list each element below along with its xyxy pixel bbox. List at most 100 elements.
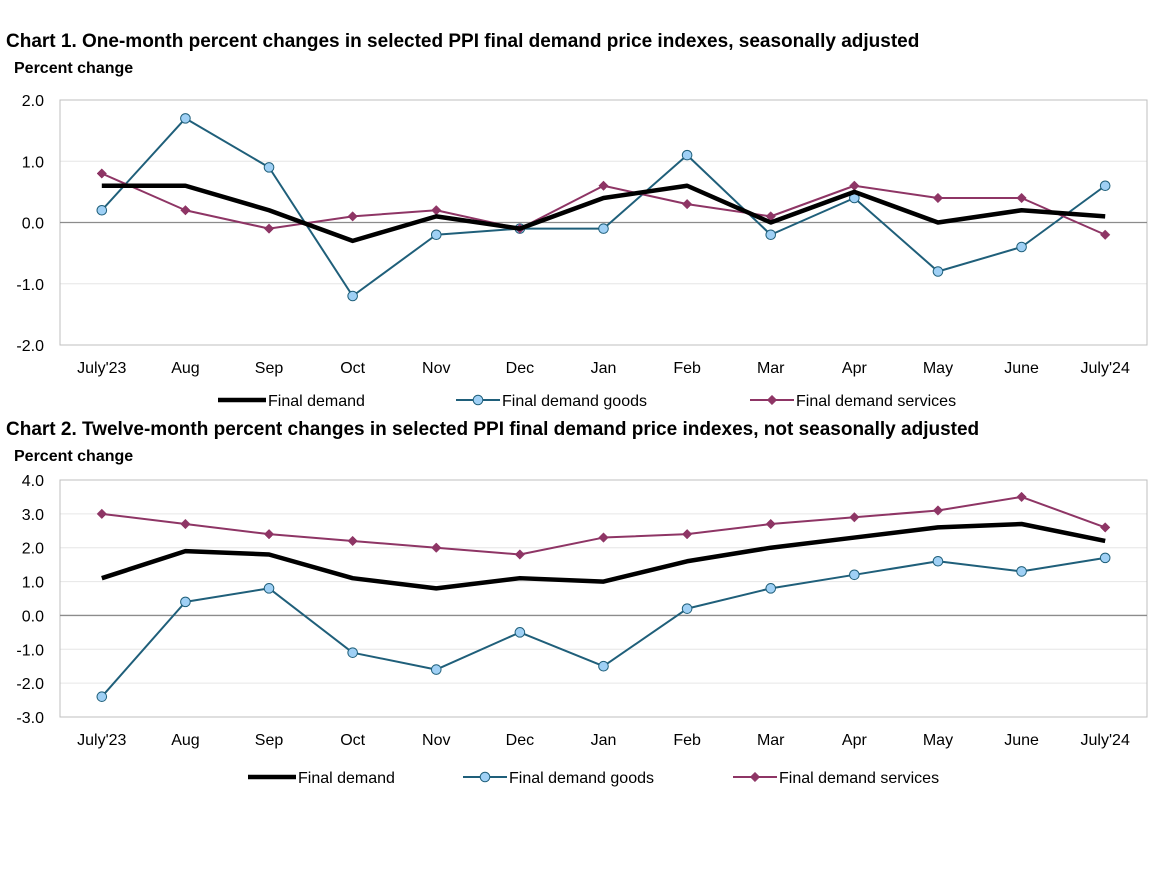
chart2-legend-label-goods: Final demand goods xyxy=(509,770,654,787)
chart2-y-tick-label: -1.0 xyxy=(16,642,44,659)
chart2-x-tick-label: Mar xyxy=(757,732,785,749)
chart1-point-services xyxy=(849,180,860,191)
chart1-x-tick-label: Aug xyxy=(171,360,199,377)
chart2-point-goods xyxy=(263,583,275,594)
chart2-point-goods xyxy=(932,555,944,567)
chart1-x-tick-label: June xyxy=(1004,360,1039,377)
chart1-point-services xyxy=(1016,192,1027,204)
chart2-point-services xyxy=(681,529,693,540)
chart2-y-axis-title: Percent change xyxy=(14,448,134,465)
chart2-y-tick-label: 4.0 xyxy=(22,473,44,490)
chart2-x-tick-label: Oct xyxy=(340,732,365,749)
chart1-x-tick-label: Nov xyxy=(422,360,450,377)
chart1-y-tick-label: 1.0 xyxy=(22,154,44,171)
chart1-point-goods xyxy=(1099,180,1111,192)
chart2-point-goods xyxy=(180,596,191,608)
chart1-point-goods xyxy=(263,162,275,173)
chart2-point-goods xyxy=(849,569,860,581)
chart1-point-goods xyxy=(1016,241,1027,253)
chart1-legend-label-final-demand: Final demand xyxy=(268,393,365,410)
chart1-y-tick-label: 2.0 xyxy=(22,93,44,110)
chart1-legend-label-goods: Final demand goods xyxy=(502,393,647,410)
chart2-point-goods xyxy=(598,660,609,672)
chart2-legend-label-final-demand: Final demand xyxy=(298,770,395,787)
chart2-point-goods xyxy=(1016,566,1027,577)
chart2-legend-label-services: Final demand services xyxy=(779,770,939,787)
chart1-point-services xyxy=(681,198,693,210)
chart1-series-line-final-demand xyxy=(101,183,1106,244)
chart1-point-goods xyxy=(932,266,944,277)
chart2-point-goods xyxy=(430,664,442,675)
chart2-series-line-final-demand xyxy=(101,521,1106,591)
chart2-point-services xyxy=(598,532,609,543)
chart2-x-tick-label: Dec xyxy=(506,732,534,749)
chart2-y-tick-label: 1.0 xyxy=(22,575,44,592)
chart1-x-tick-label: May xyxy=(923,360,953,377)
chart1-point-services xyxy=(347,211,358,222)
chart2-point-services xyxy=(263,529,275,540)
chart1-x-tick-label: Mar xyxy=(757,360,785,377)
chart2-point-goods xyxy=(681,603,693,614)
chart1-point-services xyxy=(263,223,275,234)
chart2-point-services xyxy=(765,518,776,530)
chart1-x-tick-label: Sep xyxy=(255,360,284,377)
chart2-point-services xyxy=(96,508,107,520)
chart2-y-tick-label: -3.0 xyxy=(16,710,44,727)
chart1-y-tick-label: 0.0 xyxy=(22,216,44,233)
chart1-point-services xyxy=(96,168,107,179)
chart2-x-tick-label: Feb xyxy=(673,732,701,749)
chart1-point-goods xyxy=(180,113,191,124)
chart1-x-tick-label: Oct xyxy=(340,360,365,377)
chart1-point-services xyxy=(598,180,609,191)
chart2-point-services xyxy=(431,542,442,553)
chart1-point-services xyxy=(1100,229,1111,240)
chart2-y-tick-label: 0.0 xyxy=(22,608,44,625)
chart1-y-axis-title: Percent change xyxy=(14,60,134,77)
chart2-x-tick-label: Nov xyxy=(422,732,450,749)
chart2-y-tick-label: 2.0 xyxy=(22,541,44,558)
chart2-legend-marker-goods xyxy=(479,771,491,783)
chart1-x-tick-label: Feb xyxy=(673,360,701,377)
chart2-point-goods xyxy=(514,627,526,638)
chart2-y-tick-label: 3.0 xyxy=(22,507,44,524)
chart2-title: Chart 2. Twelve-month percent changes in… xyxy=(6,419,980,440)
chart1-point-services xyxy=(932,192,944,204)
chart2-point-goods xyxy=(765,583,777,594)
chart2-x-tick-label: July'23 xyxy=(77,732,126,749)
chart2-point-services xyxy=(932,505,944,516)
chart1-title: Chart 1. One-month percent changes in se… xyxy=(6,31,920,52)
chart1-legend-marker-services xyxy=(766,394,778,406)
chart2-x-tick-label: Aug xyxy=(171,732,199,749)
chart2-x-tick-label: July'24 xyxy=(1081,732,1130,749)
chart1-point-services xyxy=(180,205,191,216)
chart2-point-services xyxy=(1016,491,1027,503)
chart2-x-tick-label: Sep xyxy=(255,732,284,749)
chart2-x-tick-label: June xyxy=(1004,732,1039,749)
chart1-legend-label-services: Final demand services xyxy=(796,393,956,410)
chart2-point-services xyxy=(514,549,526,560)
chart1-point-goods xyxy=(681,149,693,161)
chart1-y-tick-label: -1.0 xyxy=(16,277,44,294)
chart2-x-tick-label: May xyxy=(923,732,953,749)
chart1-x-tick-label: Dec xyxy=(506,360,534,377)
chart2-series-line-goods xyxy=(101,556,1106,698)
chart1-point-goods xyxy=(347,290,358,302)
chart2-point-goods xyxy=(1099,552,1111,564)
chart1-x-tick-label: July'24 xyxy=(1081,360,1130,377)
chart2-legend-marker-services xyxy=(749,771,761,783)
chart2-point-services xyxy=(180,518,191,530)
chart2-point-goods xyxy=(347,647,358,658)
chart1-point-goods xyxy=(765,229,777,241)
chart1-point-goods xyxy=(598,223,609,234)
chart1-y-tick-label: -2.0 xyxy=(16,338,44,355)
chart2-y-tick-label: -2.0 xyxy=(16,676,44,693)
chart2-point-services xyxy=(347,535,358,547)
chart2-point-goods xyxy=(96,691,108,702)
chart1-x-tick-label: Apr xyxy=(842,360,868,377)
chart1-x-tick-label: July'23 xyxy=(77,360,126,377)
chart2-plot: 4.0 3.0 2.0 1.0 0.0 -1.0 -2.0 -3.0 July'23 Aug Sep… xyxy=(16,473,1148,787)
chart2-x-tick-label: Jan xyxy=(591,732,617,749)
chart1-point-goods xyxy=(430,229,442,241)
chart1-x-tick-label: Jan xyxy=(591,360,617,377)
chart2-point-services xyxy=(1100,522,1111,533)
